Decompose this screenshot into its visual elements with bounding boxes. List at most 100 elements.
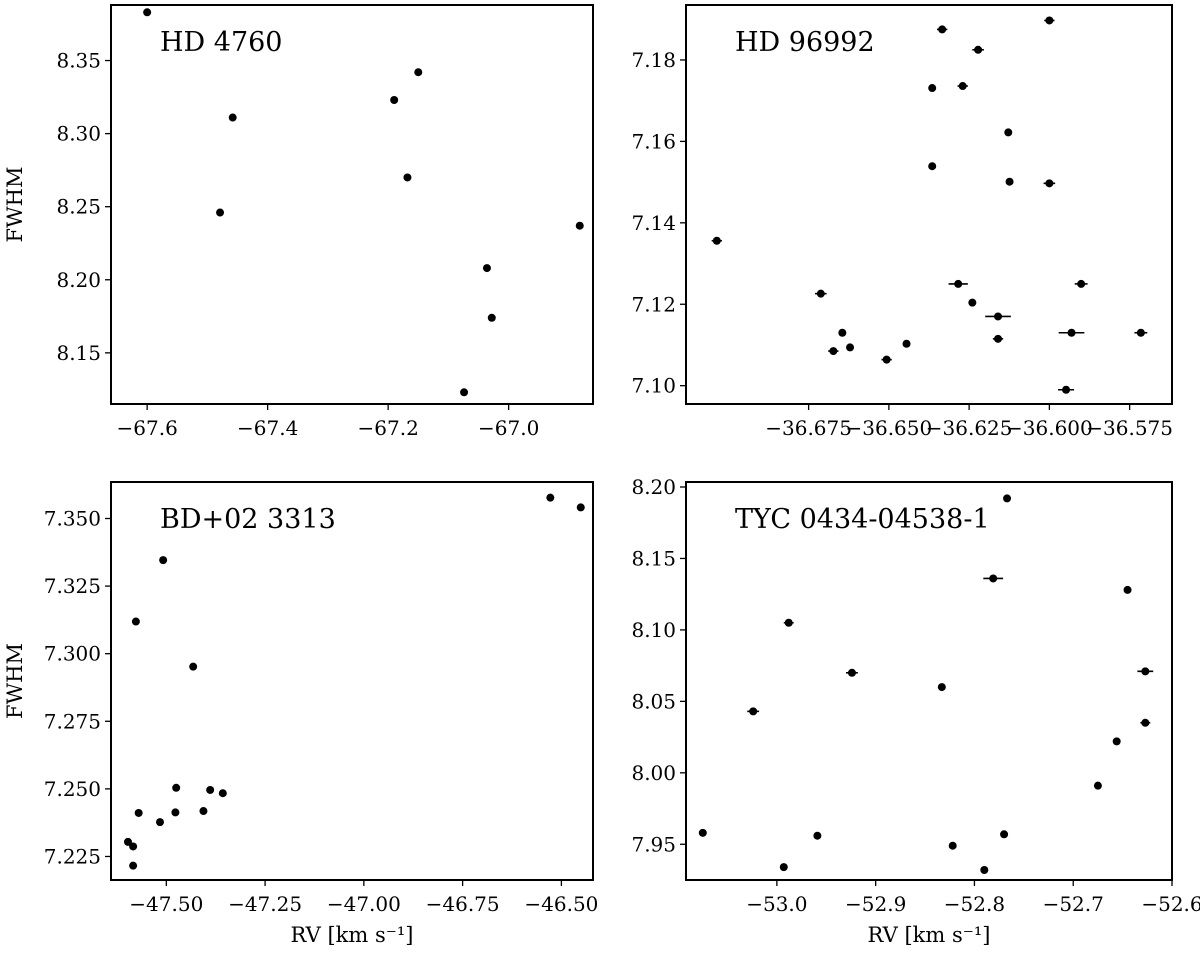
scatter-panel-3: −47.50 −47.25 −47.00 −46.75 −46.50 7.225 7.250… (3, 481, 598, 947)
data-point (403, 173, 412, 182)
data-point (1045, 179, 1054, 188)
data-point (1112, 737, 1121, 746)
data-point (1141, 718, 1150, 727)
data-point (1093, 781, 1102, 790)
x-tick-label: −52.6 (1141, 892, 1200, 916)
y-tick-label: 7.95 (631, 832, 676, 856)
panel-title: HD 96992 (735, 27, 875, 58)
scatter-panel-2: −36.675−36.650−36.625−36.600−36.575 7.10 7… (631, 4, 1173, 440)
data-point (1067, 328, 1076, 337)
x-tick-label: −36.675 (765, 416, 852, 440)
data-point (482, 264, 491, 273)
data-point (902, 339, 911, 348)
data-point (155, 818, 164, 827)
data-point (974, 45, 983, 54)
axes-frame (685, 4, 1173, 405)
y-tick-label: 8.15 (56, 341, 101, 365)
y-tick-label: 7.250 (44, 777, 101, 801)
panel-title: TYC 0434-04538-1 (735, 504, 990, 535)
x-tick-label: −36.650 (845, 416, 932, 440)
data-point (928, 162, 937, 171)
y-tick-label: 7.18 (631, 48, 676, 72)
data-point (1000, 830, 1009, 839)
x-tick-label: −46.75 (426, 892, 500, 916)
x-tick-label: −67.2 (358, 416, 419, 440)
y-tick-label: 8.30 (56, 122, 101, 146)
x-tick-label: −53.0 (746, 892, 807, 916)
data-point (206, 785, 215, 794)
data-point (123, 837, 132, 846)
data-point (784, 618, 793, 627)
data-point (129, 842, 138, 851)
data-point (487, 313, 496, 322)
y-tick-label: 7.325 (44, 574, 101, 598)
panel-title: BD+02 3313 (160, 504, 336, 535)
data-point (199, 807, 208, 816)
y-tick-label: 8.35 (56, 49, 101, 73)
data-point (980, 865, 989, 874)
data-point (576, 503, 585, 512)
y-axis-label: FWHM (3, 167, 27, 243)
data-point (575, 221, 584, 230)
data-point (749, 707, 758, 716)
x-tick-label: −67.0 (478, 416, 539, 440)
data-point (390, 96, 399, 104)
data-point (228, 113, 237, 122)
y-tick-label: 7.10 (631, 374, 676, 398)
x-tick-label: −67.4 (237, 416, 298, 440)
y-tick-label: 8.10 (631, 618, 676, 642)
x-axis-label: RV [km s⁻¹] (291, 923, 414, 947)
data-point (216, 208, 225, 217)
x-tick-label: −47.50 (129, 892, 203, 916)
y-tick-label: 8.20 (631, 475, 676, 499)
data-point (1062, 385, 1071, 394)
data-point (1141, 667, 1150, 676)
data-point (838, 328, 847, 337)
data-point (698, 828, 707, 837)
x-tick-label: −36.600 (1006, 416, 1093, 440)
data-point (171, 808, 180, 817)
x-tick-label: −47.00 (327, 892, 401, 916)
data-point (546, 493, 555, 502)
data-point (813, 831, 822, 840)
data-point (846, 343, 855, 352)
scatter-panel-4: −53.0 −52.9 −52.8 −52.7 −52.6 7.95 8.00 8.05 8.1… (631, 475, 1200, 947)
axes-frame (110, 481, 594, 881)
x-tick-label: −52.7 (1043, 892, 1104, 916)
panel-title: HD 4760 (160, 27, 283, 58)
scatter-panel-1: −67.6 −67.4 −67.2 −67.0 8.15 8.20 8.25 8.30 8.35… (3, 4, 594, 440)
y-tick-label: 7.14 (631, 211, 676, 235)
y-tick-label: 7.275 (44, 709, 101, 733)
data-point (134, 808, 143, 817)
data-point (218, 789, 227, 798)
x-tick-label: −67.6 (117, 416, 178, 440)
data-point (414, 68, 423, 77)
y-axis-label: FWHM (3, 643, 27, 719)
x-tick-label: −47.25 (228, 892, 302, 916)
data-point (994, 312, 1003, 321)
data-point (928, 84, 937, 93)
data-point (938, 25, 947, 34)
axes-frame (110, 4, 594, 405)
y-tick-label: 7.16 (631, 129, 676, 153)
x-tick-label: −52.8 (944, 892, 1005, 916)
data-point (159, 556, 168, 565)
data-point (1077, 279, 1086, 288)
x-tick-label: −52.9 (845, 892, 906, 916)
y-tick-label: 8.20 (56, 268, 101, 292)
data-point (954, 279, 963, 288)
y-tick-label: 8.25 (56, 195, 101, 219)
data-point (829, 347, 838, 356)
data-point (1136, 328, 1145, 337)
data-point (460, 388, 469, 397)
y-tick-label: 8.15 (631, 546, 676, 570)
y-tick-label: 7.12 (631, 292, 676, 316)
data-point (989, 574, 998, 583)
data-point (994, 334, 1003, 343)
data-point (172, 783, 181, 792)
data-point (1005, 177, 1014, 186)
y-tick-label: 7.350 (44, 507, 101, 531)
y-tick-label: 8.00 (631, 761, 676, 785)
x-tick-label: −46.50 (524, 892, 598, 916)
